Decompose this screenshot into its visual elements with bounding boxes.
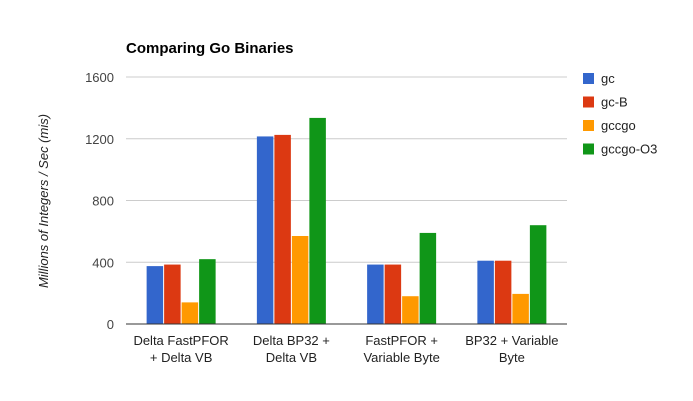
legend-swatch-gccgo (583, 120, 594, 131)
y-axis-label: Millions of Integers / Sec (mis) (36, 114, 51, 288)
bar-gccgo-1 (291, 236, 309, 324)
bar-gc-2 (367, 264, 384, 324)
bar-gccgo-2 (402, 296, 419, 324)
legend-swatch-gc-B (583, 96, 594, 108)
y-tick-label: 1600 (85, 70, 114, 85)
y-axis-ticks: 0 400 800 1200 1600 (85, 70, 114, 332)
bar-gccgo-3 (512, 293, 529, 324)
gridlines (126, 76, 567, 263)
y-tick-label: 800 (92, 194, 114, 209)
bar-gccgo-O3-0 (199, 259, 216, 324)
bar-gc-0 (146, 266, 164, 324)
legend: gc gc-B gccgo gccgo-O3 (583, 71, 657, 157)
x-category-label: Delta VB (266, 350, 317, 365)
bar-gc-3 (477, 260, 494, 324)
chart-title: Comparing Go Binaries (126, 40, 294, 57)
bar-gc-B-0 (164, 264, 181, 324)
x-category-label: Delta FastPFOR (133, 333, 228, 348)
bar-gccgo-O3-1 (309, 117, 326, 324)
bars (146, 117, 547, 324)
y-tick-label: 400 (92, 255, 114, 270)
bar-gccgo-O3-2 (419, 232, 437, 324)
x-category-label: + Delta VB (150, 350, 213, 365)
x-category-label: BP32 + Variable (465, 333, 558, 348)
bar-gc-B-2 (384, 264, 402, 324)
legend-label-gc-B: gc-B (601, 95, 628, 110)
legend-label-gccgo: gccgo (601, 118, 636, 133)
x-category-label: Byte (499, 350, 525, 365)
legend-label-gc: gc (601, 71, 615, 86)
x-category-label: FastPFOR + (365, 333, 438, 348)
x-category-label: Delta BP32 + (253, 333, 330, 348)
y-tick-label: 1200 (85, 132, 114, 147)
y-tick-label: 0 (107, 317, 114, 332)
x-category-label: Variable Byte (363, 350, 439, 365)
legend-label-gccgo-O3: gccgo-O3 (601, 142, 657, 157)
legend-swatch-gccgo-O3 (583, 143, 594, 155)
bar-gc-1 (256, 136, 274, 324)
bar-gccgo-O3-3 (529, 225, 547, 324)
bar-gc-B-3 (494, 260, 512, 324)
x-axis-categories: Delta FastPFOR + Delta VB Delta BP32 + Delt… (133, 333, 558, 365)
bar-gccgo-0 (181, 302, 199, 324)
legend-swatch-gc (583, 73, 594, 84)
bar-gc-B-1 (274, 134, 291, 324)
